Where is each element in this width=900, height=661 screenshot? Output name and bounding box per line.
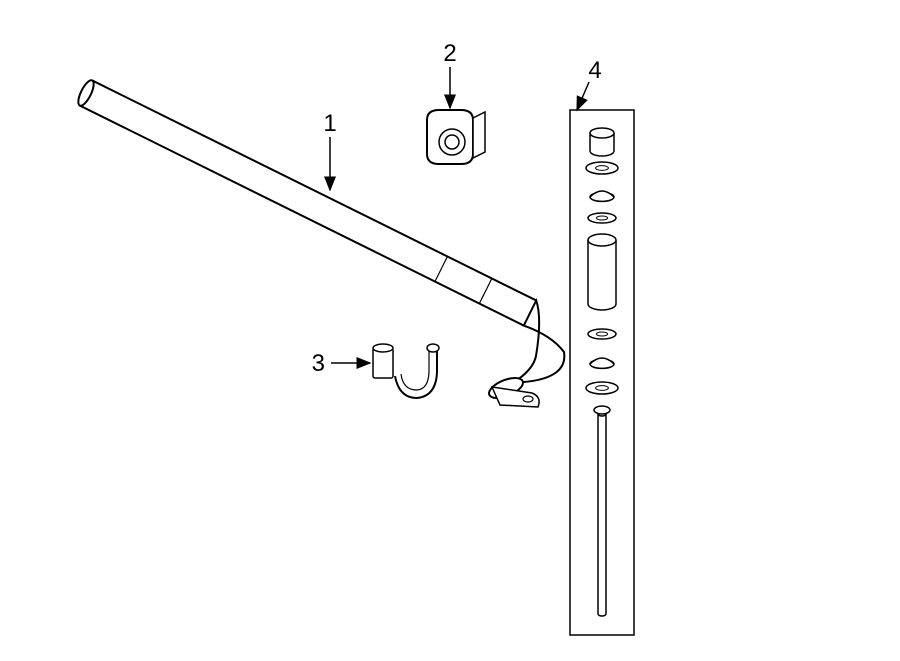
callout-3-label: 3 [312,350,325,377]
parts-diagram: 1 2 3 4 [0,0,900,661]
clamp-bracket [373,344,439,398]
callout-3: 3 [312,350,370,377]
callout-1: 1 [323,110,336,190]
callouts: 1 2 3 4 [312,40,602,377]
callout-4-label: 4 [588,57,601,84]
bushing [427,110,485,164]
callout-4: 4 [577,57,602,110]
callout-2-label: 2 [443,40,456,67]
callout-1-label: 1 [323,110,336,137]
callout-2: 2 [443,40,456,108]
link-kit [570,110,634,635]
